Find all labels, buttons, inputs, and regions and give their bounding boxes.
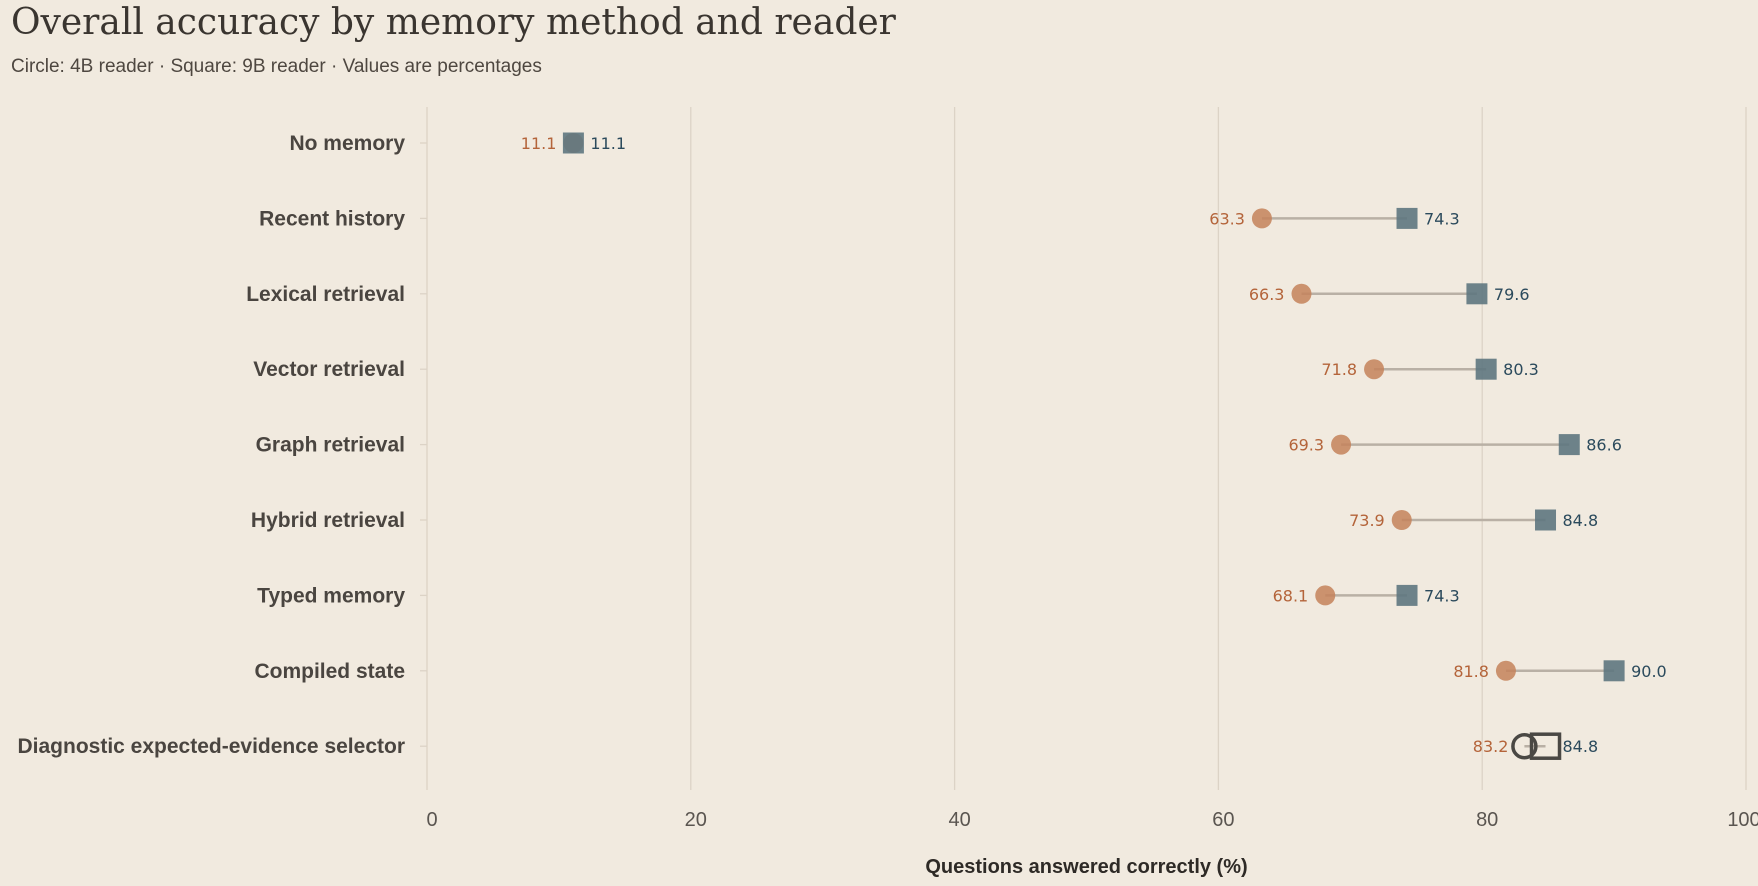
point-4b <box>1364 359 1385 380</box>
point-4b <box>1331 434 1352 455</box>
data-label-4b: 63.3 <box>1209 209 1245 228</box>
x-axis-title: Questions answered correctly (%) <box>925 856 1247 878</box>
data-label-4b: 66.3 <box>1249 285 1285 304</box>
data-label-9b: 11.1 <box>590 134 626 153</box>
point-9b <box>1396 207 1418 229</box>
data-label-4b: 69.3 <box>1288 436 1324 455</box>
point-4b <box>1511 732 1538 760</box>
point-9b <box>1535 509 1557 531</box>
point-4b <box>1251 208 1272 229</box>
point-9b <box>562 132 584 154</box>
data-label-9b: 74.3 <box>1424 586 1460 605</box>
category-label: Graph retrieval <box>256 434 405 457</box>
point-9b <box>1396 584 1418 606</box>
point-9b <box>1475 358 1497 380</box>
data-label-9b: 84.8 <box>1563 511 1599 530</box>
point-4b <box>1495 660 1516 681</box>
point-4b <box>1391 510 1412 530</box>
x-tick-label: 40 <box>948 809 970 831</box>
data-label-9b: 90.0 <box>1631 662 1667 681</box>
x-tick-label: 20 <box>685 809 707 831</box>
chart-title: Overall accuracy by memory method and re… <box>11 2 896 43</box>
data-label-4b: 81.8 <box>1453 662 1489 681</box>
data-label-4b: 71.8 <box>1321 360 1357 379</box>
x-tick-label: 80 <box>1476 809 1498 831</box>
connectors <box>1261 217 1615 748</box>
chart-subtitle: Circle: 4B reader · Square: 9B reader · … <box>11 56 542 77</box>
category-label: Recent history <box>259 207 405 230</box>
point-9b <box>1466 283 1488 305</box>
gridlines <box>426 107 1747 790</box>
data-label-9b: 80.3 <box>1503 360 1539 379</box>
x-tick-label: 0 <box>426 809 437 831</box>
data-label-4b: 83.2 <box>1473 737 1509 756</box>
point-4b <box>1291 283 1312 304</box>
data-label-9b: 79.6 <box>1494 285 1530 304</box>
x-axis-ticks: 0 20 40 60 80 100 <box>426 809 1758 831</box>
point-9b <box>1558 434 1580 456</box>
point-9b <box>1603 660 1625 682</box>
data-label-4b: 11.1 <box>521 134 557 153</box>
data-marks <box>562 132 1625 760</box>
data-label-4b: 73.9 <box>1349 511 1385 530</box>
x-tick-label: 60 <box>1212 809 1234 831</box>
data-label-9b: 86.6 <box>1586 436 1622 455</box>
category-labels: No memory Recent history Lexical retrieval… <box>18 132 427 758</box>
data-label-9b: 74.3 <box>1424 209 1460 228</box>
data-labels: 11.1 11.1 63.3 74.3 66.3 79.6 71.8 80.3 69.3 86.6… <box>521 134 1667 756</box>
data-label-4b: 68.1 <box>1273 586 1309 605</box>
category-label: Typed memory <box>257 584 405 607</box>
data-label-9b: 84.8 <box>1563 737 1599 756</box>
category-label: Diagnostic expected-evidence selector <box>18 735 406 758</box>
category-label: Lexical retrieval <box>246 283 405 306</box>
x-tick-label: 100 <box>1727 809 1758 831</box>
category-label: Hybrid retrieval <box>251 509 405 532</box>
point-4b <box>1315 585 1336 606</box>
category-label: No memory <box>289 132 405 155</box>
category-label: Compiled state <box>254 660 405 683</box>
point-9b <box>1529 732 1562 760</box>
category-label: Vector retrieval <box>253 358 405 381</box>
